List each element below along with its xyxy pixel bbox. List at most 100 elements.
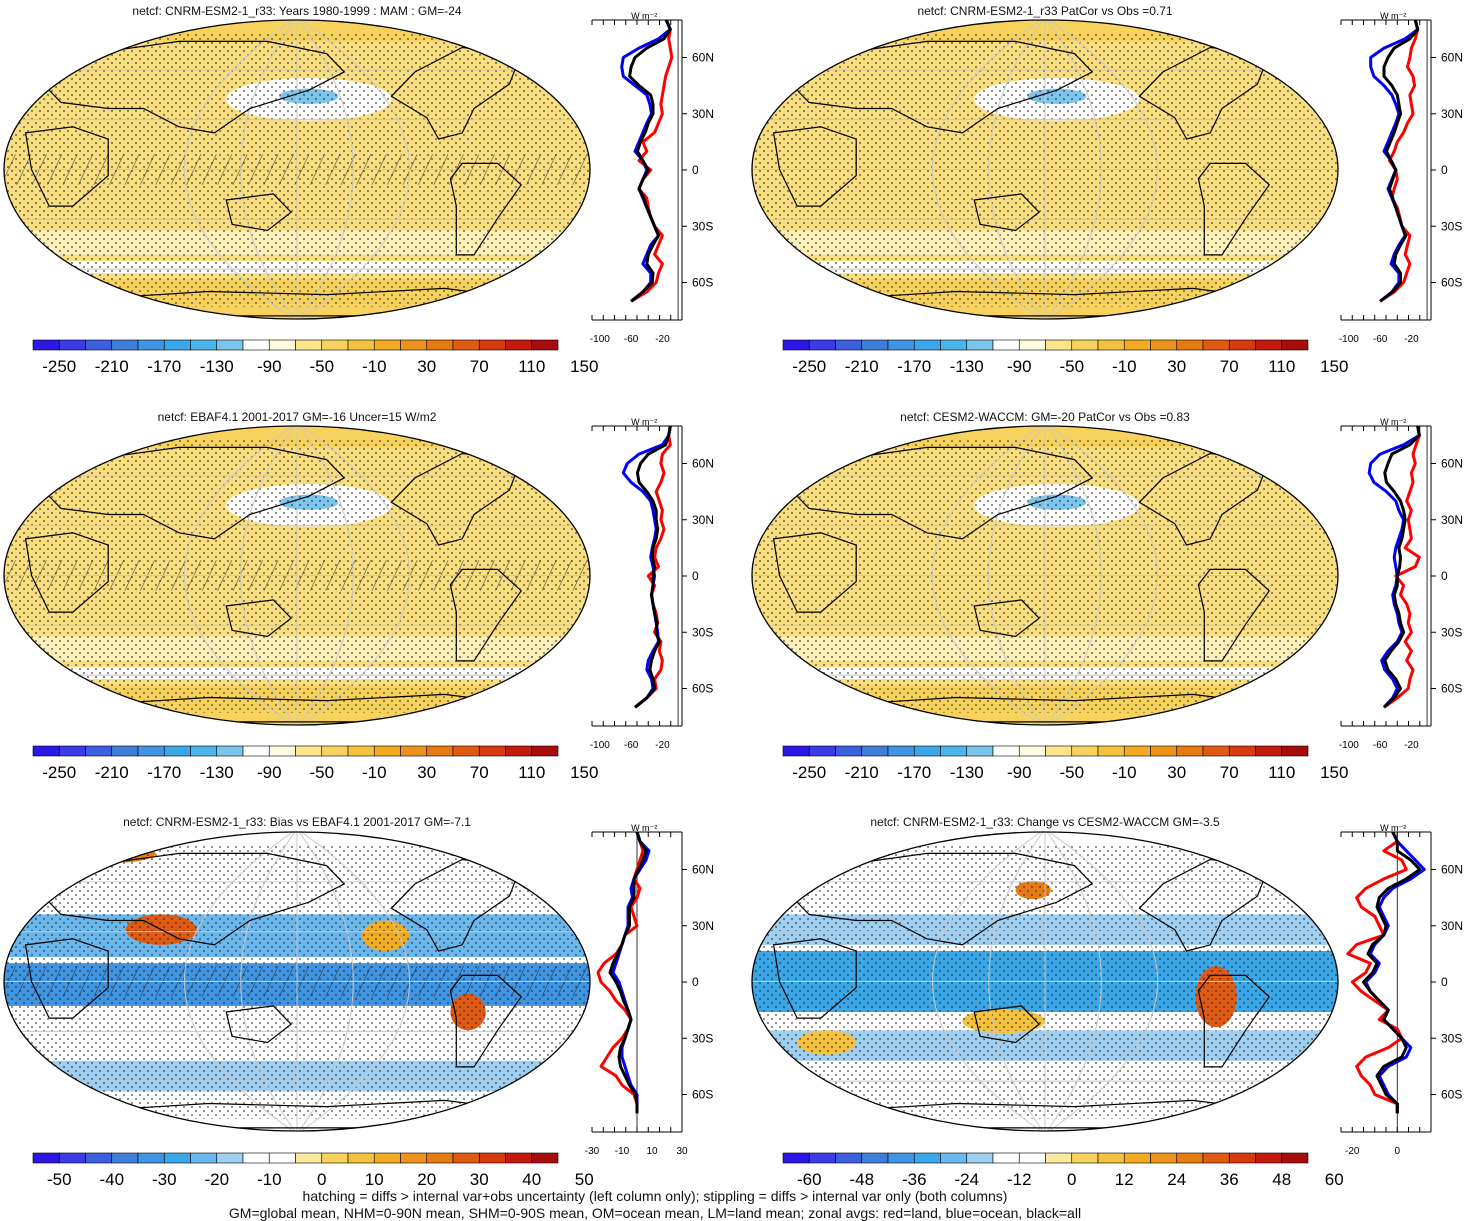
zonal-lat-label: 0 — [692, 163, 699, 177]
coastline — [449, 974, 522, 1068]
colorbar-swatch — [216, 1152, 244, 1164]
zonal-xtick-label: -60 — [1373, 334, 1388, 345]
colorbar-swatch — [1150, 339, 1178, 351]
colorbar-swatch — [268, 745, 296, 757]
zonal-lat-label: 60S — [692, 276, 713, 290]
map-2 — [751, 19, 1339, 320]
colorbar-swatch — [966, 339, 994, 351]
colorbar-swatch — [1228, 1152, 1256, 1164]
colorbar-label: 0 — [317, 1170, 326, 1189]
colorbar-swatch — [373, 339, 401, 351]
colorbar-6: -60 -48 -36 -24 -12 0 12 24 36 48 60 — [782, 1152, 1344, 1189]
colorbar-label: -48 — [849, 1170, 874, 1189]
colorbar-label: -210 — [95, 763, 129, 782]
colorbar-swatch — [216, 339, 244, 351]
colorbar-swatch — [268, 339, 296, 351]
colorbar-swatch — [452, 745, 480, 757]
colorbar-swatch — [242, 745, 270, 757]
zonal-lat-label: 60S — [692, 1088, 713, 1102]
colorbar-label: -210 — [845, 763, 879, 782]
zonal-ocean-line — [620, 19, 672, 303]
colorbar-label: -50 — [309, 763, 334, 782]
colorbar-swatch — [452, 1152, 480, 1164]
zonal-lat-label: 30N — [1441, 919, 1463, 933]
zonal-xtick-label: -20 — [655, 740, 670, 751]
colorbar-5: -50 -40 -30 -20 -10 0 10 20 30 40 50 — [32, 1152, 594, 1189]
zonal-lat-label: 0 — [1441, 975, 1448, 989]
colorbar-label: -36 — [902, 1170, 927, 1189]
colorbar-label: 30 — [417, 357, 436, 376]
colorbar-label: -90 — [257, 763, 282, 782]
colorbar-label: 70 — [470, 763, 489, 782]
colorbar-label: 48 — [1272, 1170, 1291, 1189]
zonal-lat-label: 30N — [1441, 107, 1463, 121]
colorbar-swatch — [321, 745, 349, 757]
coastline — [24, 938, 109, 1019]
colorbar-label: 150 — [570, 357, 598, 376]
map-4 — [751, 425, 1339, 726]
colorbar-swatch — [808, 1152, 836, 1164]
zonal-land-line — [630, 19, 674, 303]
colorbar-label: -90 — [1007, 763, 1032, 782]
colorbar-label: 150 — [1320, 357, 1348, 376]
zonal-lat-label: 60S — [1441, 682, 1462, 696]
colorbar-label: -90 — [1007, 357, 1032, 376]
colorbar-label: -130 — [950, 763, 984, 782]
panel-title-4: netcf: CESM2-WACCM: GM=-20 PatCor vs Obs… — [900, 410, 1190, 424]
zonal-ocean-line — [611, 831, 651, 1114]
colorbar-swatch — [782, 339, 810, 351]
zonal-lat-label: 30S — [692, 625, 713, 639]
zonal-ocean-line — [621, 425, 672, 709]
colorbar-2: -250 -210 -170 -130 -90 -50 -10 30 70 110 150 — [782, 339, 1348, 376]
zonal-xtick-label: -30 — [585, 1146, 600, 1157]
coastline — [225, 599, 292, 638]
colorbar-swatch — [992, 745, 1020, 757]
colorbar-swatch — [913, 1152, 941, 1164]
colorbar-swatch — [835, 1152, 863, 1164]
zonal-xtick-label: -100 — [590, 334, 610, 345]
colorbar-label: -210 — [845, 357, 879, 376]
colorbar-swatch — [1071, 1152, 1099, 1164]
zonal-lat-label: 60N — [1441, 51, 1463, 65]
colorbar-swatch — [1018, 339, 1046, 351]
colorbar-swatch — [268, 1152, 296, 1164]
zonal-xtick-label: 0 — [1394, 1146, 1400, 1157]
colorbar-label: -10 — [1112, 357, 1137, 376]
zonal-xtick-label: -100 — [1339, 740, 1359, 751]
colorbar-swatch — [1281, 1152, 1309, 1164]
colorbar-label: 150 — [1320, 763, 1348, 782]
colorbar-swatch — [478, 339, 506, 351]
colorbar-swatch — [887, 1152, 915, 1164]
coastline — [784, 446, 1094, 540]
zonal-unit-label: W m⁻² — [1380, 823, 1406, 833]
colorbar-swatch — [478, 1152, 506, 1164]
colorbar-label: 40 — [522, 1170, 541, 1189]
colorbar-swatch — [861, 339, 889, 351]
colorbar-swatch — [887, 339, 915, 351]
colorbar-swatch — [1281, 339, 1309, 351]
zonal-ocean-line — [1364, 831, 1426, 1114]
colorbar-label: 0 — [1067, 1170, 1076, 1189]
coastline — [1197, 162, 1270, 256]
colorbar-swatch — [1123, 339, 1151, 351]
colorbar-swatch — [242, 1152, 270, 1164]
colorbar-label: 24 — [1167, 1170, 1186, 1189]
colorbar-swatch — [373, 745, 401, 757]
colorbar-swatch — [295, 1152, 323, 1164]
colorbar-label: 30 — [417, 763, 436, 782]
map-1 — [3, 19, 591, 320]
colorbar-label: -250 — [42, 763, 76, 782]
colorbar-label: -10 — [362, 763, 387, 782]
colorbar-label: 30 — [1167, 763, 1186, 782]
coastline — [225, 1005, 292, 1044]
colorbar-swatch — [887, 745, 915, 757]
colorbar-label: -30 — [152, 1170, 177, 1189]
colorbar-swatch — [321, 339, 349, 351]
colorbar-4: -250 -210 -170 -130 -90 -50 -10 30 70 110 150 — [782, 745, 1348, 782]
colorbar-swatch — [966, 745, 994, 757]
panel-title-6: netcf: CNRM-ESM2-1_r33: Change vs CESM2-… — [870, 815, 1220, 829]
zonal-lat-label: 60N — [692, 457, 714, 471]
coastline — [1197, 568, 1270, 662]
map-3 — [3, 425, 591, 726]
colorbar-swatch — [940, 1152, 968, 1164]
